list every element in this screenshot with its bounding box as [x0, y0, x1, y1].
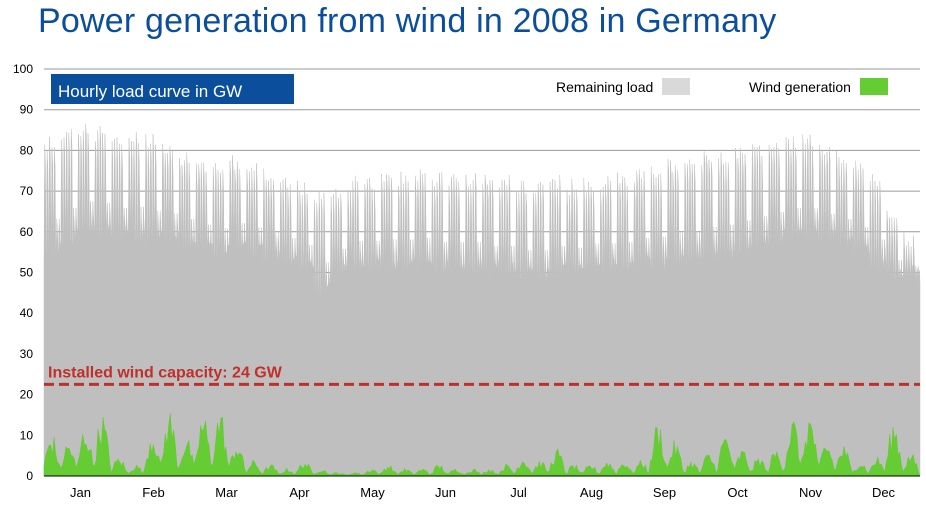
- y-tick-label: 100: [13, 62, 33, 76]
- legend-label-remaining-load: Remaining load: [556, 79, 653, 95]
- remaining-load-series: [43, 123, 921, 477]
- y-tick-label: 40: [20, 306, 34, 320]
- remaining-load-area: [43, 123, 921, 477]
- x-tick-label: Aug: [580, 485, 603, 500]
- x-tick-label: Dec: [872, 485, 896, 500]
- legend-label-wind-generation: Wind generation: [749, 79, 851, 95]
- installed-capacity-label: Installed wind capacity: 24 GW: [48, 364, 283, 381]
- x-tick-label: Sep: [653, 485, 676, 500]
- legend-swatch-wind-generation: [860, 78, 888, 95]
- legend: Remaining load Wind generation: [556, 78, 888, 95]
- x-tick-label: Oct: [727, 485, 748, 500]
- x-tick-label: Feb: [142, 485, 164, 500]
- legend-swatch-remaining-load: [662, 78, 690, 95]
- y-tick-label: 80: [20, 143, 34, 157]
- wind-generation-area: [43, 412, 921, 477]
- y-tick-label: 20: [20, 388, 34, 402]
- subtitle-box-bg: [51, 74, 294, 104]
- y-tick-label: 50: [20, 266, 34, 280]
- x-axis-month-labels: Jan Feb Mar Apr May Jun Jul Aug Sep Oct Nov Dec: [70, 485, 896, 500]
- x-tick-label: Mar: [215, 485, 238, 500]
- page-title: Power generation from wind in 2008 in Ge…: [38, 2, 777, 40]
- y-axis-ticks: 0 10 20 30 40 50 60 70 80 90 100: [13, 62, 33, 483]
- x-tick-label: Jul: [510, 485, 527, 500]
- x-tick-label: Apr: [289, 485, 310, 500]
- y-tick-label: 90: [20, 103, 34, 117]
- y-tick-label: 30: [20, 347, 34, 361]
- x-tick-label: Jan: [70, 485, 91, 500]
- chart-subtitle: Hourly load curve in GW: [58, 82, 242, 101]
- y-tick-label: 0: [26, 469, 33, 483]
- wind-generation-series: [43, 412, 921, 477]
- y-tick-label: 60: [20, 225, 34, 239]
- x-tick-label: Jun: [435, 485, 456, 500]
- subtitle-box: Hourly load curve in GW: [51, 74, 294, 104]
- y-tick-label: 10: [20, 428, 34, 442]
- y-tick-label: 70: [20, 184, 34, 198]
- x-tick-label: May: [360, 485, 385, 500]
- x-tick-label: Nov: [799, 485, 823, 500]
